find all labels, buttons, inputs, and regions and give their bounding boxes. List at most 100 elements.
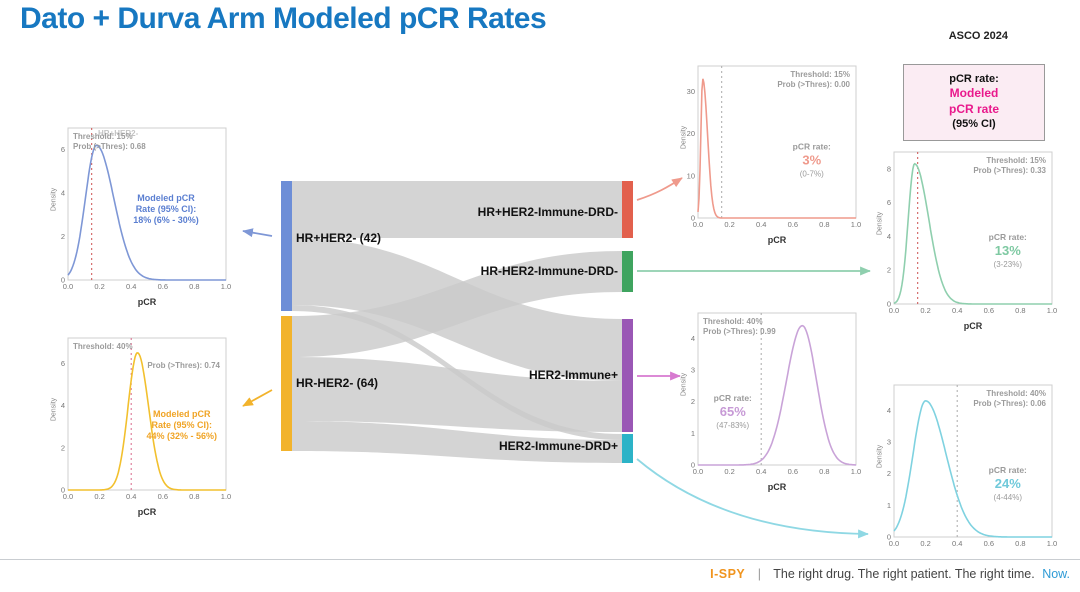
x-tick-label: 0.6 xyxy=(788,220,798,229)
sankey-node-label-her2-immune-pos: HER2-Immune+ xyxy=(528,368,618,382)
x-axis-title: pCR xyxy=(767,235,787,245)
density-curve xyxy=(697,78,856,219)
plot-frame xyxy=(697,312,857,466)
pcr-annotation-line: Modeled pCR xyxy=(153,409,211,419)
density-curve xyxy=(67,144,226,281)
plot-frame xyxy=(67,337,227,491)
x-tick-label: 0.6 xyxy=(984,539,994,548)
x-axis-title: pCR xyxy=(137,507,157,517)
threshold-info-text: Prob (>Thres): 0.00 xyxy=(777,80,850,89)
pcr-annotation-line: 44% (32% - 56%) xyxy=(146,431,217,441)
x-axis-title: pCR xyxy=(137,297,157,307)
threshold-info-text: Threshold: 40% xyxy=(73,342,133,351)
footer-divider xyxy=(0,559,1080,560)
flow-arrow xyxy=(242,228,273,238)
conference-label: ASCO 2024 xyxy=(948,30,1008,42)
x-tick-label: 0.4 xyxy=(756,467,766,476)
sankey-node-bar xyxy=(281,181,292,311)
threshold-info-text: Threshold: 40% xyxy=(703,317,763,326)
y-tick-label: 30 xyxy=(687,87,695,96)
y-tick-label: 1 xyxy=(887,501,891,510)
density-curve xyxy=(698,324,856,466)
pcr-rate-label: pCR rate: xyxy=(989,232,1027,242)
density-plot-her2-immune-pos: 0 1 2 3 4 0.0 0.2 0.4 0.6 0.8 1.0 Threshold: 40% Pro… xyxy=(676,303,862,493)
y-tick-label: 6 xyxy=(887,198,891,207)
legend-line-4: (95% CI) xyxy=(952,118,996,131)
sankey-node-bar xyxy=(622,181,633,238)
density-chart: 0 2 4 6 0.0 0.2 0.4 0.6 0.8 1.0 HR+HER2-Threshold:… xyxy=(61,127,231,291)
pcr-rate-value: 65% xyxy=(720,404,746,419)
ispy-logo: I-SPY xyxy=(710,567,746,581)
x-tick-label: 0.2 xyxy=(724,220,734,229)
threshold-info-text: Prob (>Thres): 0.33 xyxy=(973,166,1046,175)
y-axis-title: Density xyxy=(680,125,688,150)
x-tick-label: 0.8 xyxy=(1015,539,1025,548)
x-tick-label: 1.0 xyxy=(851,220,861,229)
x-tick-label: 1.0 xyxy=(221,282,231,291)
y-tick-label: 0 xyxy=(61,276,65,285)
pcr-annotation-line: 18% (6% - 30%) xyxy=(133,215,199,225)
y-tick-label: 4 xyxy=(887,232,891,241)
density-curve xyxy=(893,399,1052,538)
x-tick-label: 0.4 xyxy=(756,220,766,229)
y-tick-label: 0 xyxy=(887,300,891,309)
pcr-rate-range: (3-23%) xyxy=(994,260,1023,269)
x-tick-label: 0.8 xyxy=(189,282,199,291)
x-tick-label: 0.2 xyxy=(724,467,734,476)
sankey-node-label-hr-neg-immune-neg-drd-neg: HR-HER2-Immune-DRD- xyxy=(480,264,618,278)
y-axis-title: Density xyxy=(50,187,58,212)
sankey-node-label-hr-pos-immune-neg-drd-neg: HR+HER2-Immune-DRD- xyxy=(477,205,618,219)
pcr-annotation-line: Rate (95% CI): xyxy=(152,420,213,430)
threshold-info-text: Threshold: 40% xyxy=(986,389,1046,398)
density-chart: 0 2 4 6 0.0 0.2 0.4 0.6 0.8 1.0 Threshold: 40% Prob… xyxy=(61,337,231,501)
x-tick-label: 1.0 xyxy=(1047,306,1057,315)
x-tick-label: 1.0 xyxy=(851,467,861,476)
y-tick-label: 2 xyxy=(691,397,695,406)
pcr-rate-value: 3% xyxy=(802,153,821,168)
sankey-node-label-her2-immune-neg-drd-pos: HER2-Immune-DRD+ xyxy=(498,439,618,453)
threshold-info-text: Prob (>Thres): 0.68 xyxy=(73,142,146,151)
y-tick-label: 2 xyxy=(887,266,891,275)
footer: I-SPY | The right drug. The right patien… xyxy=(710,567,1070,581)
x-tick-label: 0.4 xyxy=(126,282,136,291)
x-tick-label: 0.8 xyxy=(189,492,199,501)
x-axis-title: pCR xyxy=(767,482,787,492)
x-tick-label: 0.8 xyxy=(1015,306,1025,315)
x-tick-label: 0.6 xyxy=(158,492,168,501)
sankey-node-label-hr-neg-her2-neg: HR-HER2- (64) xyxy=(296,376,379,390)
y-tick-label: 0 xyxy=(887,533,891,542)
y-tick-label: 0 xyxy=(61,486,65,495)
x-tick-label: 0.6 xyxy=(788,467,798,476)
x-tick-label: 0.4 xyxy=(126,492,136,501)
pcr-rate-range: (0-7%) xyxy=(800,170,824,179)
sankey-node-label-hr-pos-her2-neg: HR+HER2- (42) xyxy=(296,231,382,245)
density-chart: 0 10 20 30 0.0 0.2 0.4 0.6 0.8 1.0 Threshold: 15%P… xyxy=(687,65,861,229)
y-tick-label: 2 xyxy=(61,232,65,241)
y-tick-label: 4 xyxy=(887,406,891,415)
sankey-node-bar xyxy=(281,316,292,451)
x-tick-label: 0.2 xyxy=(920,539,930,548)
footer-tagline-accent: Now. xyxy=(1042,567,1070,581)
y-axis-title: Density xyxy=(876,211,884,236)
density-plot-hr-pos-immune-neg-drd-neg: 0 10 20 30 0.0 0.2 0.4 0.6 0.8 1.0 Threshold: 15% P… xyxy=(676,56,862,246)
x-axis-title: pCR xyxy=(963,321,983,331)
plot-ghost-title: HR+HER2- xyxy=(98,129,139,138)
x-tick-label: 1.0 xyxy=(1047,539,1057,548)
plot-frame xyxy=(697,65,857,219)
x-tick-label: 0.0 xyxy=(63,282,73,291)
x-tick-label: 0.0 xyxy=(693,220,703,229)
x-tick-label: 0.6 xyxy=(158,282,168,291)
threshold-info-text: Prob (>Thres): 0.06 xyxy=(973,399,1046,408)
density-chart: 0 2 4 6 8 0.0 0.2 0.4 0.6 0.8 1.0 Threshold: 15%Pro… xyxy=(887,151,1057,315)
pcr-annotation-line: Modeled pCR xyxy=(137,193,195,203)
threshold-info-text: Threshold: 15% xyxy=(73,132,133,141)
threshold-info-text: Threshold: 15% xyxy=(790,70,850,79)
x-tick-label: 0.4 xyxy=(952,306,962,315)
y-tick-label: 4 xyxy=(691,334,695,343)
x-tick-label: 0.8 xyxy=(819,220,829,229)
legend-line-2: Modeled xyxy=(949,86,999,101)
pcr-rate-range: (47-83%) xyxy=(716,421,749,430)
x-tick-label: 0.4 xyxy=(952,539,962,548)
pcr-rate-legend: pCR rate: Modeled pCR rate (95% CI) xyxy=(903,64,1045,141)
sankey-flow xyxy=(292,238,622,381)
